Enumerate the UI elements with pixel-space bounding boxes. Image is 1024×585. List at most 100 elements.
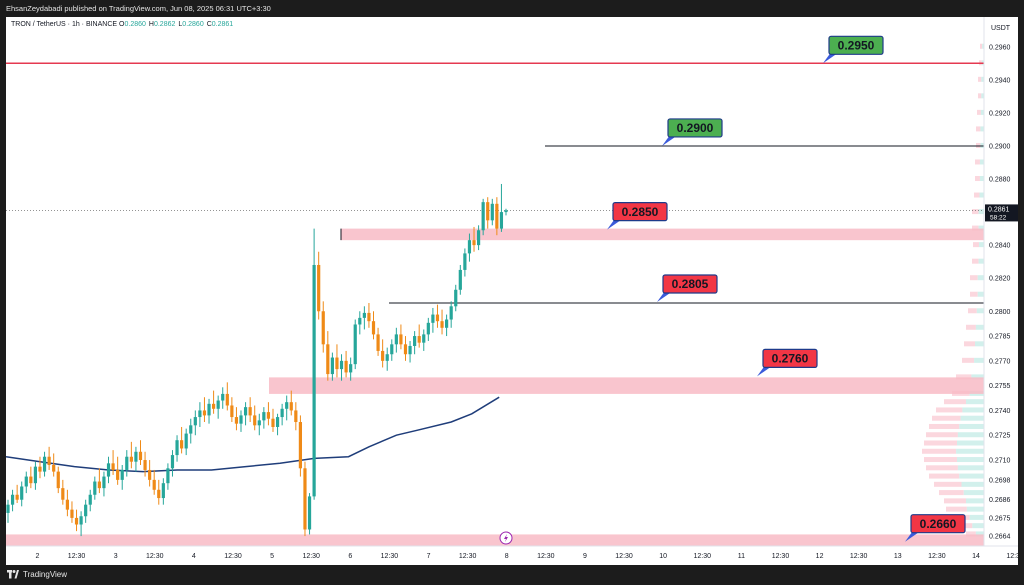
volume-profile-bar-down (962, 407, 984, 413)
volume-profile-bar-down (979, 192, 984, 198)
time-axis-tick: 7 (427, 553, 431, 560)
volume-profile-bar-down (960, 415, 984, 421)
candle-body (221, 393, 225, 401)
demand-zone (341, 228, 984, 241)
volume-profile-bar-up (977, 109, 981, 115)
candle-body (486, 202, 490, 221)
candle-body (349, 364, 353, 373)
volume-profile-bar-down (972, 523, 984, 529)
candle-body (157, 489, 161, 499)
tradingview-logo[interactable]: TradingView (7, 570, 67, 579)
candle-body (312, 264, 316, 497)
volume-profile-bar-down (956, 448, 984, 454)
price-label-text: 0.2950 (838, 38, 875, 52)
price-label-box (828, 35, 884, 55)
volume-profile-bar-up (929, 473, 960, 479)
price-axis-tick: 0.2920 (989, 110, 1011, 117)
candle-body (111, 463, 115, 470)
ohlc-value-l: 0.2860 (182, 21, 204, 28)
volume-profile-bar-up (978, 93, 982, 99)
price-label-box (667, 118, 723, 138)
flash-bolt (504, 534, 508, 542)
price-axis-tick: 0.2960 (989, 44, 1011, 51)
time-axis-tick: 12:30 (68, 553, 86, 560)
candle-body (431, 314, 435, 323)
time-axis (6, 546, 1018, 565)
candle-body (61, 488, 65, 500)
candle-body (70, 509, 74, 518)
label-pointer (905, 530, 921, 542)
price-label-text: 0.2805 (672, 277, 709, 291)
price-label-box (662, 274, 718, 294)
current-price-text: 0.2861 (988, 206, 1010, 213)
price-label-box (762, 348, 818, 368)
volume-profile-bar-down (978, 225, 984, 231)
time-axis-tick: 12:30 (381, 553, 399, 560)
candle-body (358, 317, 362, 325)
ohlc-value-c: 0.2861 (211, 21, 234, 28)
time-axis-tick: 8 (505, 553, 509, 560)
candle-body (449, 306, 453, 320)
candle-body (463, 253, 467, 270)
price-chart[interactable]: 0.2950 0.2900 0.2850 0.2805 0.2760 0.2660 USDT… (6, 17, 1018, 565)
time-axis-tick: 14 (972, 553, 980, 560)
candle-body (454, 289, 458, 307)
candle-body (280, 408, 284, 418)
candle-body (317, 264, 321, 312)
volume-profile-bar-up (962, 357, 975, 363)
chart-area[interactable]: 0.2950 0.2900 0.2850 0.2805 0.2760 0.2660 USDT… (6, 17, 1018, 565)
volume-profile-bar-down (979, 242, 984, 248)
price-label-box (910, 514, 966, 534)
candle-body (106, 463, 111, 477)
volume-profile-bar-up (964, 341, 975, 347)
candle-body (303, 468, 307, 530)
volume-profile-bar-down (957, 457, 984, 463)
candle-body (10, 494, 15, 505)
time-axis-tick: 11 (738, 553, 745, 560)
candle-body (266, 412, 271, 419)
candle-body (262, 412, 266, 421)
candle-body (234, 417, 239, 424)
candle-body (476, 230, 481, 246)
candle-body (88, 494, 92, 505)
price-label-text: 0.2850 (622, 205, 659, 219)
volume-profile-bar-up (970, 291, 978, 297)
ohlc-key-o: O (119, 21, 125, 28)
ohlc-key-c: C (206, 21, 212, 28)
bar-countdown-text: 58:22 (990, 214, 1007, 221)
current-price-badge (985, 204, 1018, 222)
candle-body (330, 357, 334, 375)
label-pointer (757, 365, 773, 377)
volume-profile-bar-up (926, 432, 958, 438)
time-axis-tick: 12:30 (615, 553, 633, 560)
volume-profile-bar-down (975, 531, 984, 537)
candle-body (275, 417, 280, 427)
candle-body (285, 402, 289, 409)
candle-body (84, 504, 88, 517)
candle-body (184, 433, 188, 449)
ohlc-value-o: 0.2860 (124, 21, 146, 28)
demand-zone (6, 534, 984, 546)
candle-body (467, 240, 472, 254)
candle-body (390, 344, 394, 355)
volume-profile-bar-up (966, 324, 976, 330)
volume-profile-bar-down (969, 514, 984, 520)
price-axis-tick: 0.2785 (989, 334, 1011, 341)
ohlc-key-l: L (178, 21, 183, 28)
candle-body (394, 334, 398, 345)
candle-body (38, 466, 42, 472)
candle-body (134, 451, 138, 462)
price-axis-tick: 0.2698 (989, 477, 1011, 484)
candle-body (97, 481, 101, 489)
volume-profile-bar-down (963, 490, 984, 496)
time-axis-tick: 5 (270, 553, 274, 560)
candle-body (211, 403, 216, 409)
volume-profile-bar-down (982, 43, 984, 49)
volume-profile-bar-down (978, 209, 984, 215)
volume-profile-bar-down (977, 275, 984, 281)
price-axis-tick: 0.2900 (989, 143, 1011, 150)
volume-profile-bar-up (966, 531, 976, 537)
time-axis-tick: 12:30 (459, 553, 477, 560)
volume-profile-bar-down (961, 481, 984, 487)
time-axis-tick: 10 (659, 553, 667, 560)
